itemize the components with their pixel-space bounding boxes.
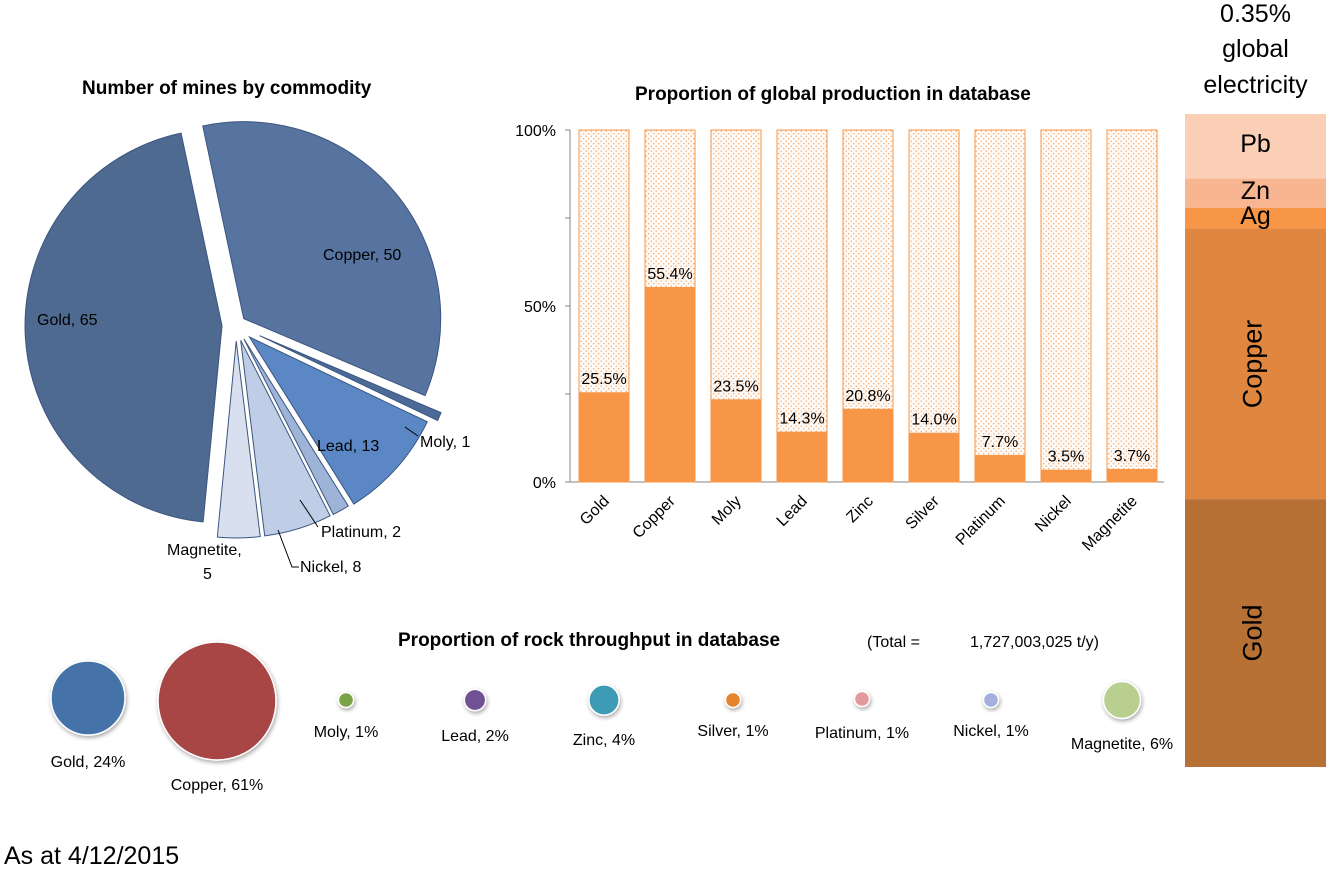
bubble-label-zinc: Zinc, 4% xyxy=(573,732,635,749)
y-axis-ticks xyxy=(565,129,570,483)
leader-line-nickel xyxy=(277,529,299,568)
pie-slice-copper xyxy=(202,121,442,397)
bar-remainder-magnetite xyxy=(1106,129,1158,483)
bar-zinc xyxy=(843,408,893,482)
bar-chart: 0% 50% 100% 25.5%Gold55.4%Copper23.5%Mol… xyxy=(515,123,1164,555)
bar-remainder-lead xyxy=(776,129,828,483)
bar-remainder-silver xyxy=(908,129,960,483)
bubble-moly xyxy=(337,691,355,709)
pie-data-labels: Copper, 50 Moly, 1 Lead, 13 Platinum, 2 … xyxy=(37,247,470,583)
bar-silver xyxy=(909,432,959,482)
bubble-copper xyxy=(157,641,277,761)
pie-label-lead: Lead, 13 xyxy=(317,438,379,455)
leader-line-moly xyxy=(404,426,419,437)
bar-gold xyxy=(579,392,629,482)
stack-header-line-1: 0.35% xyxy=(1220,0,1291,28)
bubble-magnetite xyxy=(1102,680,1142,720)
bubble-label-moly: Moly, 1% xyxy=(314,724,379,741)
bubble-label-magnetite: Magnetite, 6% xyxy=(1071,736,1173,753)
stack-segment-copper xyxy=(1185,228,1326,500)
pie-slice-nickel xyxy=(240,340,331,537)
bar-data-label-zinc: 20.8% xyxy=(845,388,890,405)
stack-label-copper: Copper xyxy=(1237,319,1267,409)
stack-label-zn: Zn xyxy=(1240,177,1271,206)
footer-date: As at 4/12/2015 xyxy=(4,842,180,870)
bar-magnetite xyxy=(1107,468,1157,482)
bubble-label-nickel: Nickel, 1% xyxy=(953,723,1029,740)
stack-label-pb: Pb xyxy=(1240,130,1271,159)
bubble-chart: Gold, 24% Copper, 61% Moly, 1% Lead, 2% Zinc… xyxy=(50,641,1173,794)
pie-slice-magnetite xyxy=(216,340,261,539)
bubble-platinum xyxy=(853,690,871,708)
bubble-label-copper: Copper, 61% xyxy=(171,777,264,794)
bar-platinum xyxy=(975,454,1025,482)
bubble-chart-title: Proportion of rock throughput in databas… xyxy=(398,630,781,651)
bar-moly xyxy=(711,399,761,482)
bar-data-label-copper: 55.4% xyxy=(647,266,692,283)
bar-nickel xyxy=(1041,469,1091,482)
y-tick-labels: 0% 50% 100% xyxy=(515,123,556,492)
bubble-label-silver: Silver, 1% xyxy=(697,723,768,740)
bubble-lead xyxy=(463,688,487,712)
total-value: 1,727,003,025 t/y) xyxy=(970,634,1099,651)
bar-data-label-nickel: 3.5% xyxy=(1048,449,1084,466)
pie-leader-lines xyxy=(277,426,419,568)
pie-label-moly: Moly, 1 xyxy=(420,434,470,451)
bubble-gold xyxy=(50,660,126,736)
stack-header-line-3: electricity xyxy=(1203,71,1308,99)
pie-label-nickel: Nickel, 8 xyxy=(300,559,361,576)
pie-slices xyxy=(24,121,442,539)
pie-label-gold: Gold, 65 xyxy=(37,312,98,329)
stack-header-line-2: global xyxy=(1222,35,1289,63)
pie-label-magnetite-value: 5 xyxy=(203,566,212,583)
pie-label-magnetite: Magnetite, xyxy=(167,542,242,559)
leader-line-platinum xyxy=(299,499,319,528)
bubble-label-platinum: Platinum, 1% xyxy=(815,725,909,742)
bubbles: Gold, 24% Copper, 61% Moly, 1% Lead, 2% Zinc… xyxy=(50,641,1173,794)
stack-segment-zn xyxy=(1185,178,1326,208)
bubble-nickel xyxy=(982,691,1000,709)
bubble-silver xyxy=(724,691,742,709)
stack-segment-gold xyxy=(1185,499,1326,767)
pie-slice-gold xyxy=(24,132,223,523)
stack-segment-ag xyxy=(1185,207,1326,229)
bar-copper xyxy=(645,286,695,482)
pie-slice-lead xyxy=(248,335,428,505)
y-tick-label-100: 100% xyxy=(515,123,556,140)
pie-chart-title: Number of mines by commodity xyxy=(82,78,372,99)
bar-data-label-magnetite: 3.7% xyxy=(1114,448,1150,465)
stack-label-ag: Ag xyxy=(1240,202,1271,231)
stack-label-gold: Gold xyxy=(1237,604,1267,662)
stack-segment-pb xyxy=(1185,114,1326,179)
pie-slice-platinum xyxy=(243,338,349,516)
stack-segments xyxy=(1185,114,1326,767)
total-label: (Total = xyxy=(867,634,920,651)
bar-data-label-silver: 14.0% xyxy=(911,412,956,429)
pie-chart: Copper, 50 Moly, 1 Lead, 13 Platinum, 2 … xyxy=(24,121,470,583)
bar-data-label-gold: 25.5% xyxy=(581,371,626,388)
bar-chart-title: Proportion of global production in datab… xyxy=(635,84,1031,105)
bar-data-label-lead: 14.3% xyxy=(779,411,824,428)
bar-lead xyxy=(777,431,827,482)
bar-data-label-moly: 23.5% xyxy=(713,378,758,395)
pie-slice-moly xyxy=(259,335,442,422)
pie-label-platinum: Platinum, 2 xyxy=(321,524,401,541)
bubble-label-lead: Lead, 2% xyxy=(441,728,509,745)
bubble-zinc xyxy=(588,684,620,716)
bubble-label-gold: Gold, 24% xyxy=(51,754,126,771)
bar-remainder-platinum xyxy=(974,129,1026,483)
y-tick-label-0: 0% xyxy=(533,475,556,492)
bar-data-label-platinum: 7.7% xyxy=(982,434,1018,451)
pie-label-copper: Copper, 50 xyxy=(323,247,401,264)
y-tick-label-50: 50% xyxy=(524,299,556,316)
